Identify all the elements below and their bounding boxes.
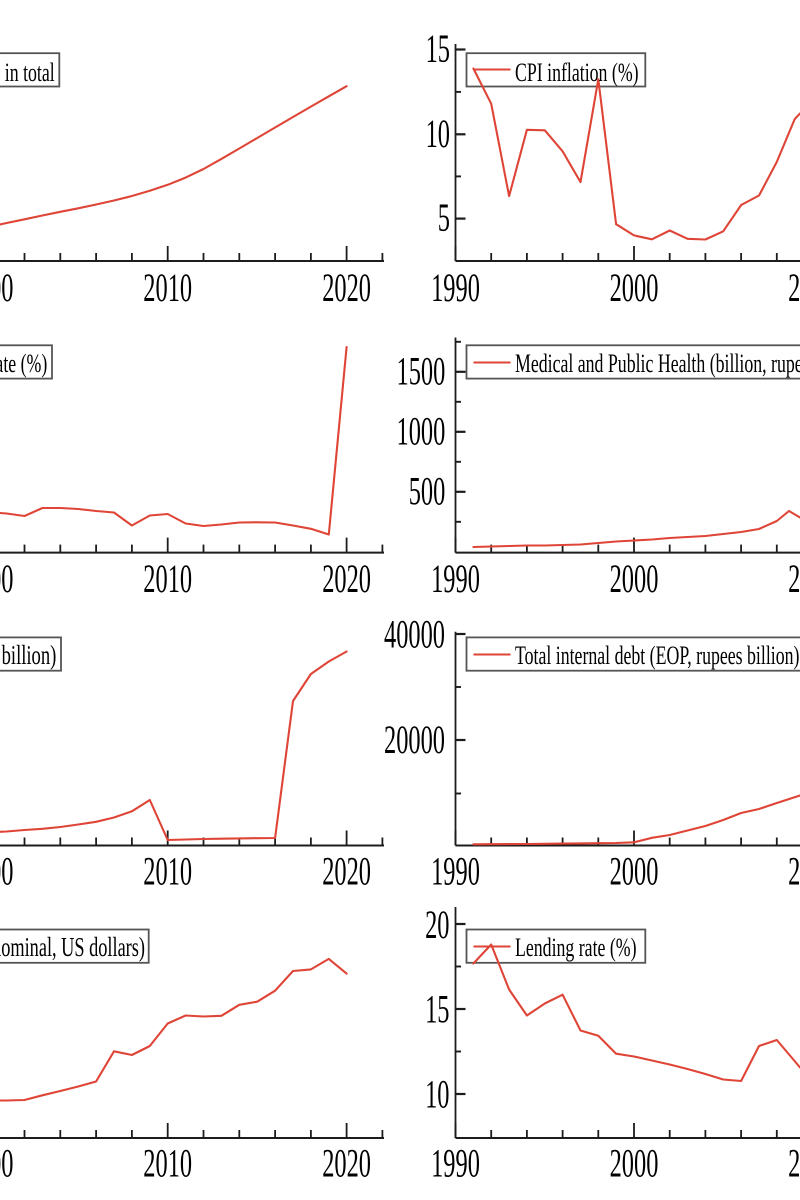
svg-text:1990: 1990 [431, 557, 480, 602]
svg-text:2020: 2020 [322, 1142, 371, 1187]
svg-text:1990: 1990 [431, 266, 480, 311]
svg-text:2020: 2020 [322, 557, 371, 602]
svg-text:2020: 2020 [322, 266, 371, 311]
svg-text:2000: 2000 [610, 849, 659, 894]
svg-text:2000: 2000 [0, 1142, 13, 1187]
svg-text:2010: 2010 [788, 266, 800, 311]
svg-text:1990: 1990 [431, 1142, 480, 1187]
svg-text:5: 5 [438, 196, 450, 241]
svg-text:1500: 1500 [397, 349, 446, 394]
svg-text:2000: 2000 [610, 557, 659, 602]
svg-text:2010: 2010 [788, 557, 800, 602]
svg-text:2000: 2000 [610, 1142, 659, 1187]
svg-text:15: 15 [426, 27, 450, 72]
svg-text:1990: 1990 [431, 849, 480, 894]
svg-text:rate (%): rate (%) [0, 348, 47, 377]
svg-text:billion): billion) [2, 640, 57, 671]
svg-text:2010: 2010 [788, 1142, 800, 1187]
svg-text:2010: 2010 [143, 849, 192, 894]
svg-text:2010: 2010 [788, 849, 800, 894]
svg-text:2020: 2020 [322, 849, 371, 894]
svg-text:2000: 2000 [0, 849, 13, 894]
svg-text:20000: 20000 [384, 718, 445, 763]
svg-text:2000: 2000 [0, 266, 13, 311]
svg-text:10: 10 [425, 1073, 449, 1118]
svg-text:2010: 2010 [143, 557, 192, 602]
svg-text:10: 10 [426, 112, 450, 157]
svg-text:Lending rate (%): Lending rate (%) [515, 932, 637, 961]
svg-text:2000: 2000 [610, 266, 659, 311]
svg-text:Total internal debt (EOP, rupe: Total internal debt (EOP, rupees billion… [515, 640, 799, 669]
svg-text:2000: 2000 [0, 557, 13, 602]
svg-text:CPI inflation (%): CPI inflation (%) [515, 57, 639, 86]
svg-text:500: 500 [409, 469, 446, 514]
svg-text:Medical and Public Health (bil: Medical and Public Health (billion, rupe… [515, 348, 800, 377]
svg-text:2010: 2010 [143, 1142, 192, 1187]
svg-text:15: 15 [425, 988, 449, 1033]
svg-text:in total: in total [5, 57, 55, 86]
svg-text:2010: 2010 [143, 266, 192, 311]
svg-text:20: 20 [425, 903, 449, 948]
svg-text:(nominal, US dollars): (nominal, US dollars) [0, 932, 145, 963]
svg-text:1000: 1000 [397, 409, 446, 454]
svg-text:40000: 40000 [384, 612, 445, 657]
